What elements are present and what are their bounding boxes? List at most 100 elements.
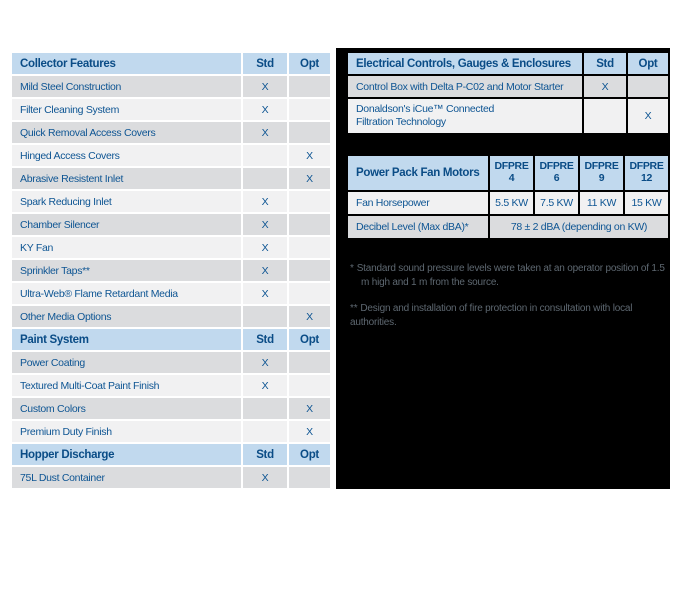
fan-horsepower-row: Fan Horsepower 5.5 KW 7.5 KW 11 KW 15 KW	[348, 192, 668, 214]
std-cell	[243, 306, 287, 327]
feature-label: Textured Multi-Coat Paint Finish	[12, 375, 241, 396]
decibel-value-cell: 78 ± 2 dBA (depending on KW)	[490, 216, 668, 238]
opt-cell: X	[289, 421, 330, 442]
footnote-marker: *	[350, 263, 354, 274]
std-cell	[584, 99, 626, 133]
opt-cell	[289, 283, 330, 304]
std-cell: X	[243, 352, 287, 373]
std-cell: X	[243, 99, 287, 120]
std-column-header: Std	[243, 329, 287, 350]
value-cell: 11 KW	[580, 192, 623, 214]
table-row: Sprinkler Taps** X	[12, 260, 330, 281]
feature-label: Donaldson's iCue™ Connected Filtration T…	[348, 99, 582, 133]
feature-label: Premium Duty Finish	[12, 421, 241, 442]
decibel-level-row: Decibel Level (Max dBA)* 78 ± 2 dBA (dep…	[348, 216, 668, 238]
std-column-header: Std	[243, 53, 287, 74]
table-row: Hinged Access Covers X	[12, 145, 330, 166]
opt-cell	[289, 99, 330, 120]
table-row: Mild Steel Construction X	[12, 76, 330, 97]
opt-column-header: Opt	[289, 329, 330, 350]
footnote-fire-protection: ** Design and installation of fire protec…	[350, 302, 668, 329]
opt-cell: X	[628, 99, 668, 133]
collector-features-table: Collector Features Std Opt Mild Steel Co…	[12, 53, 330, 490]
row-label: Fan Horsepower	[348, 192, 488, 214]
footnote-text: Design and installation of fire protecti…	[350, 303, 633, 328]
value-cell: 7.5 KW	[535, 192, 578, 214]
opt-cell: X	[289, 145, 330, 166]
section-title: Electrical Controls, Gauges & Enclosures	[348, 53, 582, 74]
table-row: Abrasive Resistent Inlet X	[12, 168, 330, 189]
model-column-header-dfpre-12: DFPRE 12	[625, 156, 668, 190]
electrical-controls-table: Electrical Controls, Gauges & Enclosures…	[348, 53, 668, 135]
footnotes: * Standard sound pressure levels were tak…	[350, 262, 668, 342]
opt-cell	[289, 191, 330, 212]
model-column-header-dfpre-6: DFPRE 6	[535, 156, 578, 190]
section-header-paint-system: Paint System Std Opt	[12, 329, 330, 350]
footnote-text: Standard sound pressure levels were take…	[356, 263, 665, 288]
opt-cell: X	[289, 398, 330, 419]
std-column-header: Std	[243, 444, 287, 465]
std-cell	[243, 398, 287, 419]
opt-cell: X	[289, 168, 330, 189]
section-title: Paint System	[12, 329, 241, 350]
model-column-header-dfpre-9: DFPRE 9	[580, 156, 623, 190]
table-row: Other Media Options X	[12, 306, 330, 327]
opt-cell: X	[289, 306, 330, 327]
section-header-hopper-discharge: Hopper Discharge Std Opt	[12, 444, 330, 465]
std-cell: X	[243, 76, 287, 97]
table-row: KY Fan X	[12, 237, 330, 258]
std-cell: X	[243, 375, 287, 396]
feature-label: Filter Cleaning System	[12, 99, 241, 120]
power-pack-fan-motors-table: Power Pack Fan Motors DFPRE 4 DFPRE 6 DF…	[348, 156, 668, 240]
std-cell	[243, 168, 287, 189]
std-cell: X	[243, 214, 287, 235]
opt-cell	[289, 214, 330, 235]
section-header-electrical: Electrical Controls, Gauges & Enclosures…	[348, 53, 668, 74]
section-title: Power Pack Fan Motors	[348, 156, 488, 190]
std-cell: X	[243, 467, 287, 488]
std-cell	[243, 421, 287, 442]
feature-label: Mild Steel Construction	[12, 76, 241, 97]
feature-label: Abrasive Resistent Inlet	[12, 168, 241, 189]
opt-column-header: Opt	[289, 444, 330, 465]
std-cell: X	[584, 76, 626, 97]
opt-cell	[289, 76, 330, 97]
std-cell: X	[243, 237, 287, 258]
table-row: 75L Dust Container X	[12, 467, 330, 488]
opt-cell	[289, 237, 330, 258]
opt-cell	[289, 352, 330, 373]
section-title: Collector Features	[12, 53, 241, 74]
opt-cell	[289, 375, 330, 396]
row-label: Decibel Level (Max dBA)*	[348, 216, 488, 238]
feature-label: Power Coating	[12, 352, 241, 373]
table-row: Chamber Silencer X	[12, 214, 330, 235]
opt-cell	[289, 467, 330, 488]
section-header-collector-features: Collector Features Std Opt	[12, 53, 330, 74]
std-cell: X	[243, 122, 287, 143]
feature-label: 75L Dust Container	[12, 467, 241, 488]
feature-label: Control Box with Delta P-C02 and Motor S…	[348, 76, 582, 97]
table-row: Premium Duty Finish X	[12, 421, 330, 442]
feature-label: Spark Reducing Inlet	[12, 191, 241, 212]
std-cell: X	[243, 191, 287, 212]
opt-cell	[628, 76, 668, 97]
table-row: Textured Multi-Coat Paint Finish X	[12, 375, 330, 396]
std-cell: X	[243, 260, 287, 281]
feature-label: Custom Colors	[12, 398, 241, 419]
feature-label: Hinged Access Covers	[12, 145, 241, 166]
table-row: Custom Colors X	[12, 398, 330, 419]
footnote-sound-pressure: * Standard sound pressure levels were tak…	[350, 262, 668, 289]
table-row: Filter Cleaning System X	[12, 99, 330, 120]
table-row: Spark Reducing Inlet X	[12, 191, 330, 212]
fan-table-header: Power Pack Fan Motors DFPRE 4 DFPRE 6 DF…	[348, 156, 668, 190]
feature-label: Sprinkler Taps**	[12, 260, 241, 281]
section-title: Hopper Discharge	[12, 444, 241, 465]
feature-label: Ultra-Web® Flame Retardant Media	[12, 283, 241, 304]
feature-label: Other Media Options	[12, 306, 241, 327]
value-cell: 5.5 KW	[490, 192, 533, 214]
feature-label: Chamber Silencer	[12, 214, 241, 235]
table-row: Donaldson's iCue™ Connected Filtration T…	[348, 99, 668, 133]
opt-cell	[289, 122, 330, 143]
model-column-header-dfpre-4: DFPRE 4	[490, 156, 533, 190]
